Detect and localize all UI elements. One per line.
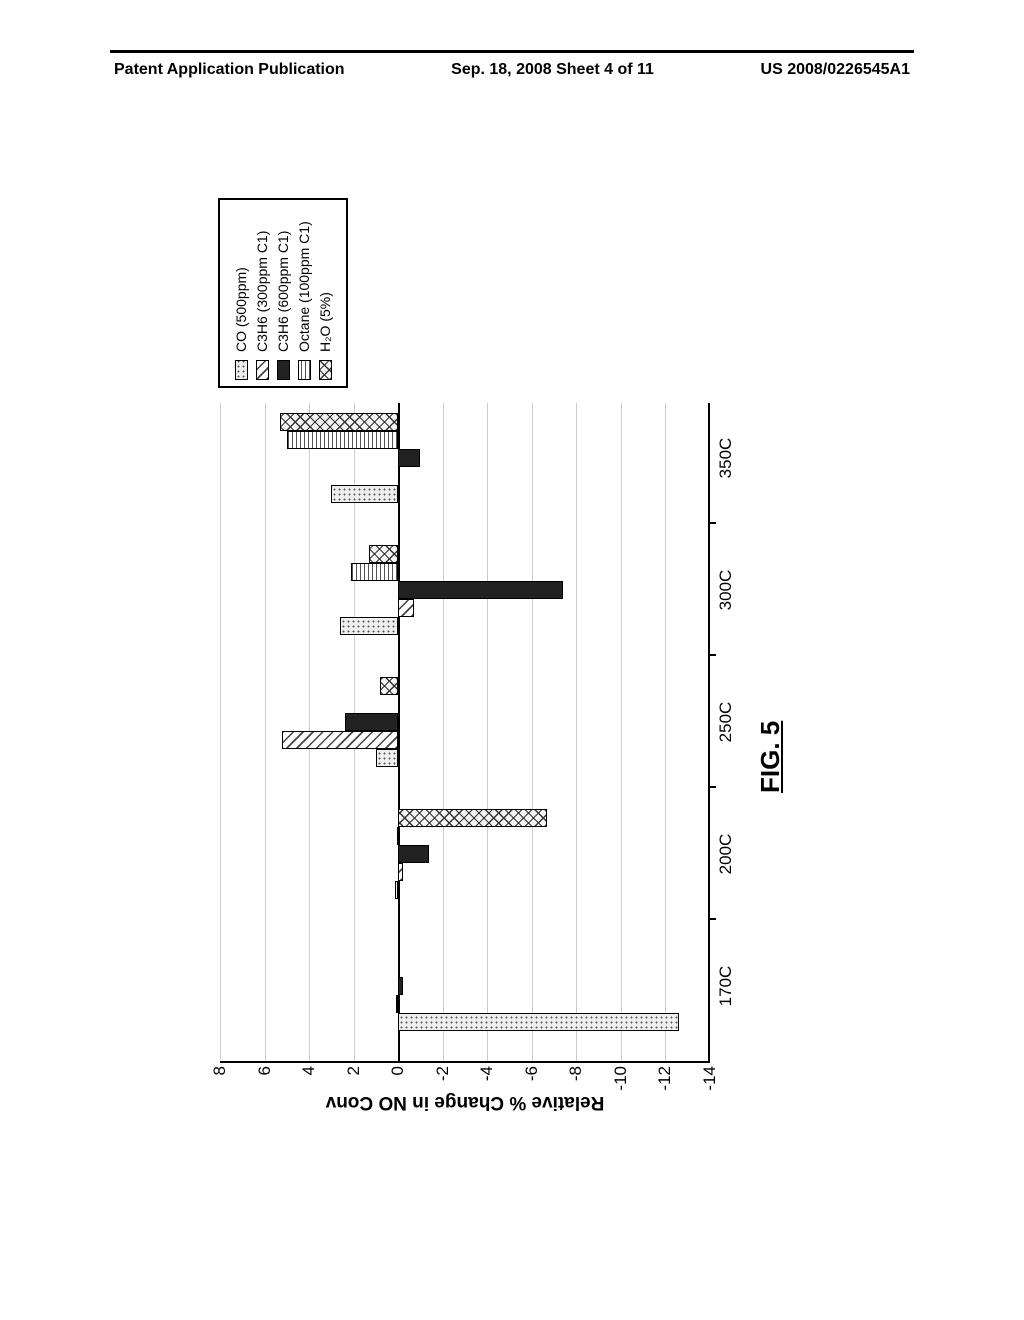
x-tick-mark <box>708 654 716 656</box>
legend-item: Octane (100ppm C1) <box>296 206 312 380</box>
bar-H2O <box>369 545 398 563</box>
header-left: Patent Application Publication <box>114 61 345 79</box>
bar-C3H6_300 <box>398 863 402 881</box>
legend-swatch <box>256 360 269 380</box>
legend-swatch <box>235 360 248 380</box>
legend-item: CO (500ppm) <box>233 206 249 380</box>
legend-swatch <box>277 360 290 380</box>
gridline <box>265 403 266 1061</box>
bar-C3H6_600 <box>398 977 402 995</box>
chart-rotated-container: Relative % Change in NO Conv -14-12-10-8… <box>40 393 940 993</box>
legend-item: H₂O (5%) <box>317 206 333 380</box>
x-tick-mark <box>708 786 716 788</box>
gridline <box>443 403 444 1061</box>
header-mid: Sep. 18, 2008 Sheet 4 of 11 <box>451 61 654 79</box>
y-tick-label: -10 <box>611 1066 631 1101</box>
x-tick-label: 170C <box>716 966 736 1007</box>
y-axis-title: Relative % Change in NO Conv <box>326 1091 605 1113</box>
x-tick-mark <box>708 918 716 920</box>
y-tick-label: -8 <box>566 1066 586 1101</box>
legend-swatch <box>298 360 311 380</box>
legend-item: C3H6 (300ppm C1) <box>254 206 270 380</box>
bar-Octane <box>351 563 398 581</box>
bar-H2O <box>280 413 398 431</box>
bar-CO <box>331 485 398 503</box>
page-header: Patent Application Publication Sep. 18, … <box>110 53 914 79</box>
y-tick-label: 6 <box>255 1066 275 1101</box>
x-tick-label: 200C <box>716 834 736 875</box>
gridline <box>621 403 622 1061</box>
bar-CO <box>395 881 398 899</box>
gridline <box>532 403 533 1061</box>
y-tick-label: -12 <box>655 1066 675 1101</box>
y-tick-label: -6 <box>522 1066 542 1101</box>
bar-CO <box>340 617 398 635</box>
y-tick-label: 2 <box>344 1066 364 1101</box>
legend-label: C3H6 (300ppm C1) <box>254 231 270 352</box>
bar-C3H6_600 <box>398 449 420 467</box>
y-tick-label: 8 <box>210 1066 230 1101</box>
bar-Octane <box>397 827 399 845</box>
y-tick-label: -2 <box>433 1066 453 1101</box>
y-tick-label: 4 <box>299 1066 319 1101</box>
x-tick-mark <box>708 522 716 524</box>
legend-label: CO (500ppm) <box>233 267 249 352</box>
legend-label: H₂O (5%) <box>317 292 333 352</box>
bar-C3H6_300 <box>398 599 414 617</box>
chart: Relative % Change in NO Conv -14-12-10-8… <box>190 243 790 1143</box>
legend-item: C3H6 (600ppm C1) <box>275 206 291 380</box>
bar-CO <box>398 1013 679 1031</box>
header-right: US 2008/0226545A1 <box>761 61 910 79</box>
legend-swatch <box>319 360 332 380</box>
bar-H2O <box>398 809 547 827</box>
page: Patent Application Publication Sep. 18, … <box>110 50 914 1270</box>
bar-C3H6_600 <box>398 581 563 599</box>
bar-CO <box>376 749 398 767</box>
y-tick-label: 0 <box>388 1066 408 1101</box>
bar-C3H6_300 <box>396 995 398 1013</box>
gridline <box>665 403 666 1061</box>
legend: CO (500ppm) C3H6 (300ppm C1) C3H6 (600ppm … <box>218 198 348 388</box>
bar-H2O <box>380 677 398 695</box>
x-tick-label: 350C <box>716 438 736 479</box>
gridline <box>576 403 577 1061</box>
y-tick-label: -14 <box>700 1066 720 1101</box>
bar-C3H6_600 <box>345 713 398 731</box>
y-tick-label: -4 <box>477 1066 497 1101</box>
x-tick-label: 250C <box>716 702 736 743</box>
plot-area: -14-12-10-8-6-4-202468170C200C250C300C35… <box>220 403 710 1063</box>
gridline <box>487 403 488 1061</box>
legend-label: Octane (100ppm C1) <box>296 221 312 352</box>
legend-label: C3H6 (600ppm C1) <box>275 231 291 352</box>
bar-C3H6_600 <box>398 845 429 863</box>
x-tick-label: 300C <box>716 570 736 611</box>
bar-Octane <box>287 431 398 449</box>
figure-label: FIG. 5 <box>755 721 786 793</box>
bar-C3H6_300 <box>282 731 398 749</box>
gridline <box>220 403 221 1061</box>
gridline <box>398 403 400 1061</box>
